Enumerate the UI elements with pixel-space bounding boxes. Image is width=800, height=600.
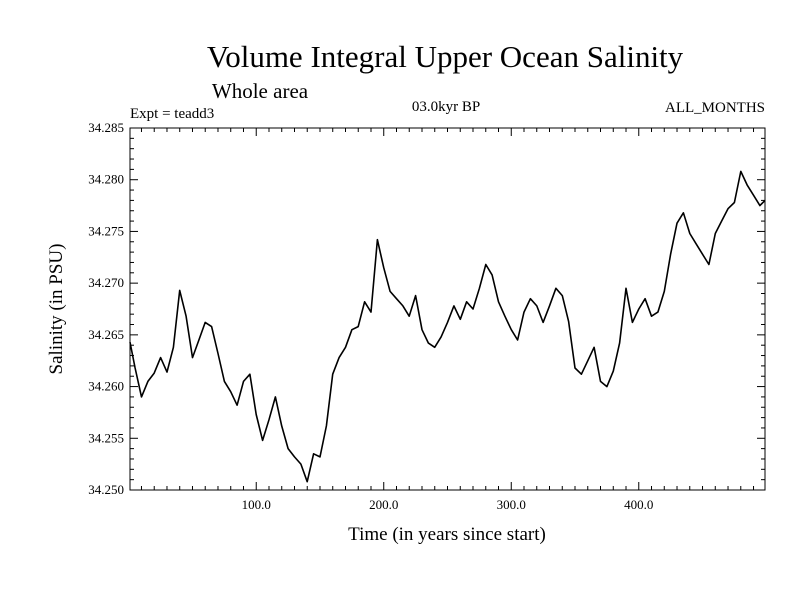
chart-title: Volume Integral Upper Ocean Salinity — [207, 39, 684, 74]
months-label: ALL_MONTHS — [665, 100, 765, 116]
plot-frame — [129, 127, 766, 491]
x-tick-label: 400.0 — [624, 497, 653, 512]
salinity-line — [129, 170, 766, 483]
y-tick-label: 34.265 — [88, 327, 124, 342]
y-tick-label: 34.270 — [88, 275, 124, 290]
y-tick-label: 34.260 — [88, 379, 124, 394]
period-label: 03.0kyr BP — [412, 99, 480, 115]
y-tick-label: 34.285 — [88, 120, 124, 135]
x-tick-label: 300.0 — [497, 497, 526, 512]
x-tick-label: 200.0 — [369, 497, 398, 512]
y-tick-label: 34.250 — [88, 482, 124, 497]
axis-ticks — [130, 127, 765, 491]
x-tick-label: 100.0 — [242, 497, 271, 512]
y-tick-label: 34.280 — [88, 172, 124, 187]
axis-tick-labels: 100.0 200.0 300.0 400.0 34.250 34.255 34.260 34… — [88, 120, 653, 512]
experiment-label: Expt = teadd3 — [130, 106, 214, 122]
x-axis-label: Time (in years since start) — [348, 524, 546, 545]
y-axis-label: Salinity (in PSU) — [46, 244, 67, 375]
y-tick-label: 34.275 — [88, 223, 124, 238]
y-tick-label: 34.255 — [88, 430, 124, 445]
chart-subtitle: Whole area — [212, 79, 309, 103]
